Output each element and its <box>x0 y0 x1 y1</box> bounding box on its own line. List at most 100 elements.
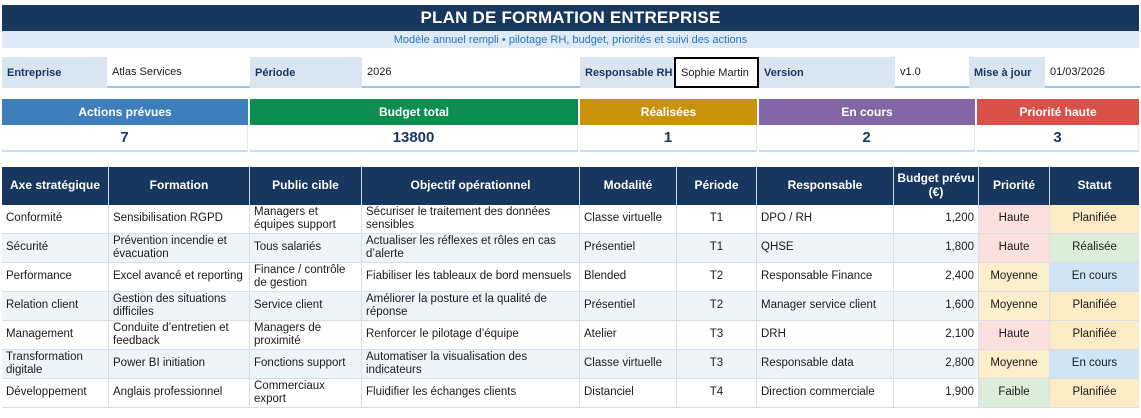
col-header-responsable: Responsable <box>757 167 894 205</box>
cell-objectif-operationnel[interactable]: Automatiser la visualisation des indicat… <box>362 350 580 379</box>
cell-axe-strategique[interactable]: Conformité <box>2 205 109 234</box>
cell-budget-prevu[interactable]: 2,100 <box>894 321 979 350</box>
cell-axe-strategique[interactable]: Développement <box>2 379 109 408</box>
cell-priorite-badge[interactable]: Moyenne <box>979 292 1050 321</box>
cell-priorite-badge[interactable]: Haute <box>979 234 1050 263</box>
cell-modalite[interactable]: Atelier <box>580 321 677 350</box>
cell-periode[interactable]: T1 <box>677 205 757 234</box>
info-value-entreprise[interactable]: Atlas Services <box>107 57 250 88</box>
cell-statut-badge[interactable]: Planifiée <box>1050 379 1139 408</box>
kpi-card-budget-total: Budget total 13800 <box>250 99 578 152</box>
cell-axe-strategique[interactable]: Relation client <box>2 292 109 321</box>
cell-priorite-badge[interactable]: Haute <box>979 205 1050 234</box>
cell-modalite[interactable]: Blended <box>580 263 677 292</box>
kpi-value-realisees[interactable]: 1 <box>580 125 757 152</box>
cell-public-cible[interactable]: Commerciaux export <box>250 379 362 408</box>
kpi-value-actions-prevues[interactable]: 7 <box>2 125 248 152</box>
cell-formation[interactable]: Sensibilisation RGPD <box>109 205 250 234</box>
cell-statut-badge[interactable]: Planifiée <box>1050 205 1139 234</box>
col-header-modalite: Modalité <box>580 167 677 205</box>
cell-objectif-operationnel[interactable]: Actualiser les réflexes et rôles en cas … <box>362 234 580 263</box>
cell-public-cible[interactable]: Service client <box>250 292 362 321</box>
cell-modalite[interactable]: Distanciel <box>580 379 677 408</box>
cell-responsable[interactable]: Manager service client <box>757 292 894 321</box>
cell-responsable[interactable]: Responsable data <box>757 350 894 379</box>
cell-objectif-operationnel[interactable]: Fiabiliser les tableaux de bord mensuels <box>362 263 580 292</box>
info-value-version[interactable]: v1.0 <box>895 57 969 88</box>
kpi-card-priorite-haute: Priorité haute 3 <box>977 99 1139 152</box>
kpi-card-actions-prevues: Actions prévues 7 <box>2 99 248 152</box>
cell-objectif-operationnel[interactable]: Fluidifier les échanges clients <box>362 379 580 408</box>
cell-public-cible[interactable]: Managers et équipes support <box>250 205 362 234</box>
cell-formation[interactable]: Conduite d’entretien et feedback <box>109 321 250 350</box>
cell-statut-badge[interactable]: Planifiée <box>1050 292 1139 321</box>
cell-public-cible[interactable]: Fonctions support <box>250 350 362 379</box>
cell-statut-badge[interactable]: En cours <box>1050 263 1139 292</box>
cell-budget-prevu[interactable]: 1,200 <box>894 205 979 234</box>
cell-responsable[interactable]: Direction commerciale <box>757 379 894 408</box>
col-header-statut: Statut <box>1050 167 1139 205</box>
cell-responsable[interactable]: DPO / RH <box>757 205 894 234</box>
cell-formation[interactable]: Excel avancé et reporting <box>109 263 250 292</box>
cell-priorite-badge[interactable]: Moyenne <box>979 350 1050 379</box>
cell-budget-prevu[interactable]: 1,900 <box>894 379 979 408</box>
cell-responsable[interactable]: DRH <box>757 321 894 350</box>
cell-objectif-operationnel[interactable]: Améliorer la posture et la qualité de ré… <box>362 292 580 321</box>
cell-modalite[interactable]: Classe virtuelle <box>580 350 677 379</box>
cell-priorite-badge[interactable]: Moyenne <box>979 263 1050 292</box>
col-header-budget-prevu: Budget prévu (€) <box>894 167 979 205</box>
cell-budget-prevu[interactable]: 2,800 <box>894 350 979 379</box>
col-header-formation: Formation <box>109 167 250 205</box>
cell-periode[interactable]: T2 <box>677 263 757 292</box>
table-row: Management Conduite d’entretien et feedb… <box>2 321 1139 350</box>
cell-priorite-badge[interactable]: Haute <box>979 321 1050 350</box>
cell-periode[interactable]: T1 <box>677 234 757 263</box>
cell-public-cible[interactable]: Finance / contrôle de gestion <box>250 263 362 292</box>
cell-statut-badge[interactable]: En cours <box>1050 350 1139 379</box>
kpi-value-budget-total[interactable]: 13800 <box>250 125 578 152</box>
cell-priorite-badge[interactable]: Faible <box>979 379 1050 408</box>
cell-modalite[interactable]: Présentiel <box>580 234 677 263</box>
cell-formation[interactable]: Anglais professionnel <box>109 379 250 408</box>
cell-public-cible[interactable]: Tous salariés <box>250 234 362 263</box>
info-value-mise-a-jour[interactable]: 01/03/2026 <box>1045 57 1140 88</box>
cell-formation[interactable]: Prévention incendie et évacuation <box>109 234 250 263</box>
cell-periode[interactable]: T4 <box>677 379 757 408</box>
cell-statut-badge[interactable]: Planifiée <box>1050 321 1139 350</box>
page-title: PLAN DE FORMATION ENTREPRISE <box>2 5 1139 31</box>
cell-objectif-operationnel[interactable]: Sécuriser le traitement des données sens… <box>362 205 580 234</box>
table-row: Performance Excel avancé et reporting Fi… <box>2 263 1139 292</box>
cell-axe-strategique[interactable]: Management <box>2 321 109 350</box>
cell-objectif-operationnel[interactable]: Renforcer le pilotage d’équipe <box>362 321 580 350</box>
cell-modalite[interactable]: Classe virtuelle <box>580 205 677 234</box>
cell-budget-prevu[interactable]: 1,800 <box>894 234 979 263</box>
cell-periode[interactable]: T3 <box>677 321 757 350</box>
cell-budget-prevu[interactable]: 2,400 <box>894 263 979 292</box>
kpi-value-en-cours[interactable]: 2 <box>759 125 975 152</box>
info-value-responsable-rh[interactable]: Sophie Martin <box>674 57 759 88</box>
info-label-entreprise: Entreprise <box>2 57 107 88</box>
kpi-label-en-cours: En cours <box>759 99 975 125</box>
cell-periode[interactable]: T2 <box>677 292 757 321</box>
cell-axe-strategique[interactable]: Sécurité <box>2 234 109 263</box>
cell-axe-strategique[interactable]: Performance <box>2 263 109 292</box>
kpi-label-priorite-haute: Priorité haute <box>977 99 1139 125</box>
col-header-objectif-operationnel: Objectif opérationnel <box>362 167 580 205</box>
kpi-value-priorite-haute[interactable]: 3 <box>977 125 1139 152</box>
cell-responsable[interactable]: QHSE <box>757 234 894 263</box>
info-value-periode[interactable]: 2026 <box>362 57 580 88</box>
cell-modalite[interactable]: Présentiel <box>580 292 677 321</box>
kpi-label-budget-total: Budget total <box>250 99 578 125</box>
cell-axe-strategique[interactable]: Transformation digitale <box>2 350 109 379</box>
cell-formation[interactable]: Power BI initiation <box>109 350 250 379</box>
table-row: Conformité Sensibilisation RGPD Managers… <box>2 205 1139 234</box>
cell-budget-prevu[interactable]: 1,600 <box>894 292 979 321</box>
kpi-bar: Actions prévues 7 Budget total 13800 Réa… <box>2 99 1139 152</box>
cell-statut-badge[interactable]: Réalisée <box>1050 234 1139 263</box>
cell-responsable[interactable]: Responsable Finance <box>757 263 894 292</box>
cell-formation[interactable]: Gestion des situations difficiles <box>109 292 250 321</box>
cell-public-cible[interactable]: Managers de proximité <box>250 321 362 350</box>
table-row: Relation client Gestion des situations d… <box>2 292 1139 321</box>
col-header-axe-strategique: Axe stratégique <box>2 167 109 205</box>
cell-periode[interactable]: T3 <box>677 350 757 379</box>
